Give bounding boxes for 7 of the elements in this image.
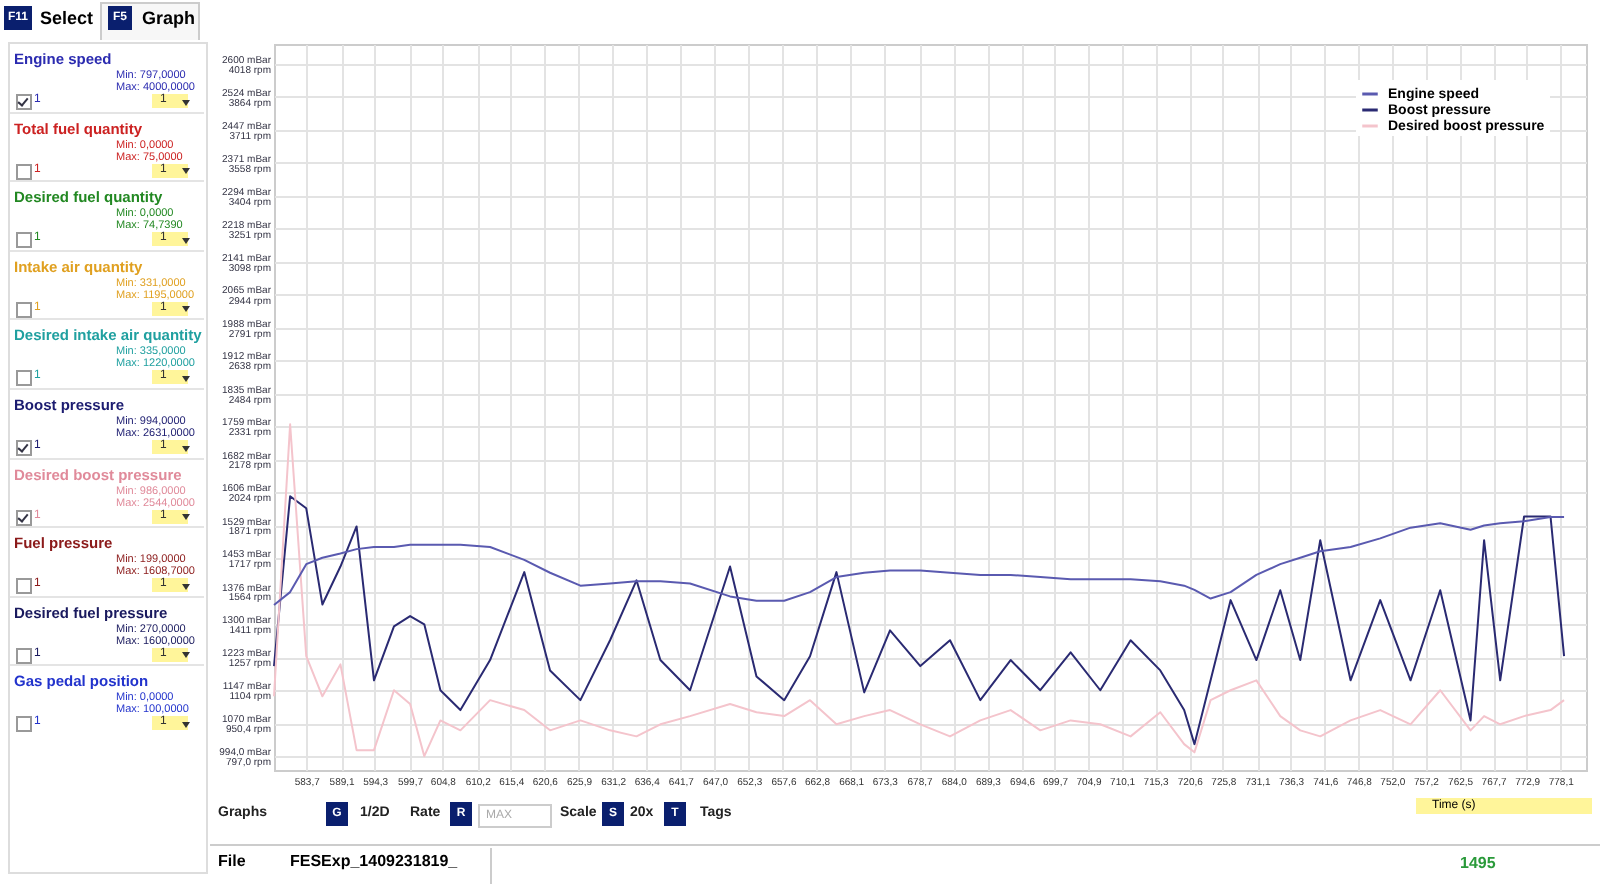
- text: Select: [40, 8, 94, 28]
- text: 1495: [1460, 854, 1496, 872]
- text: File: [218, 852, 246, 870]
- text: FESExp_1409231819_: [290, 852, 458, 870]
- text: Graph: [142, 8, 196, 28]
- line-series: [273, 423, 1566, 758]
- line-series: [273, 495, 1566, 746]
